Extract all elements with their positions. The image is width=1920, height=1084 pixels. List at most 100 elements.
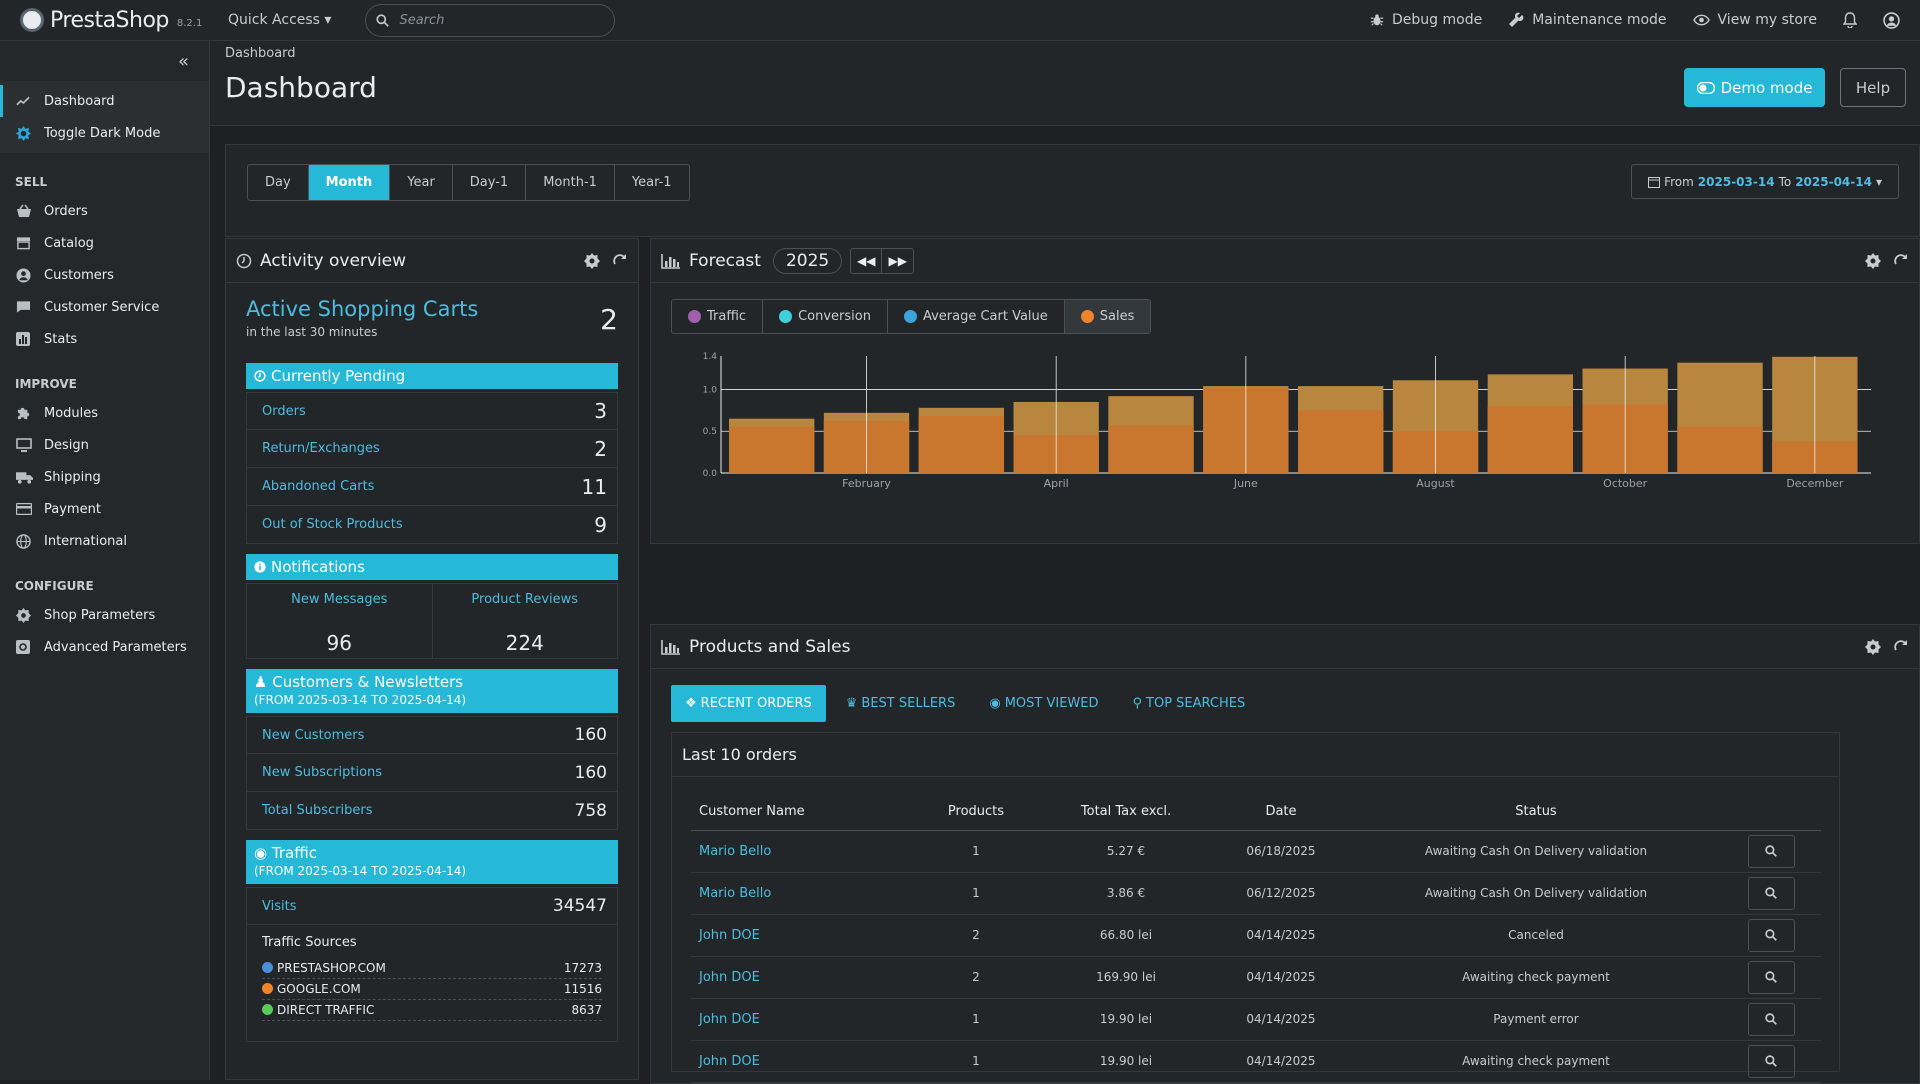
sidebar-item-advanced-parameters[interactable]: Advanced Parameters: [0, 631, 209, 663]
legend-conversion[interactable]: Conversion: [763, 300, 888, 333]
configure-icon[interactable]: [584, 252, 600, 269]
visits-link[interactable]: Visits: [262, 898, 297, 914]
customer-link[interactable]: John DOE: [699, 1053, 760, 1069]
period-month-1-button[interactable]: Month-1: [526, 165, 615, 200]
new-subscriptions-link[interactable]: New Subscriptions: [262, 765, 383, 780]
maintenance-mode-link[interactable]: Maintenance mode: [1508, 12, 1667, 28]
new-customers-link[interactable]: New Customers: [262, 727, 365, 743]
tab-label: MOST VIEWED: [1004, 696, 1099, 711]
product-reviews-value: 224: [505, 631, 544, 655]
collapse-sidebar-button[interactable]: «: [0, 41, 209, 81]
demo-mode-button[interactable]: Demo mode: [1684, 68, 1825, 107]
previous-year-icon[interactable]: ◀◀: [851, 248, 883, 273]
out-of-stock-link[interactable]: Out of Stock Products: [262, 517, 403, 532]
legend-sales[interactable]: Sales: [1064, 300, 1151, 333]
quick-access-dropdown[interactable]: Quick Access ▾: [228, 12, 331, 28]
tab-most-viewed[interactable]: ◉ MOST VIEWED: [975, 685, 1112, 722]
products-cell: 2: [911, 956, 1041, 999]
view-order-button[interactable]: [1747, 1002, 1795, 1036]
tab-recent-orders[interactable]: ❖ RECENT ORDERS: [671, 685, 826, 722]
view-order-button[interactable]: [1747, 918, 1795, 952]
source-label: PRESTASHOP.COM: [277, 961, 386, 975]
sidebar-item-payment[interactable]: Payment: [0, 493, 209, 525]
abandoned-carts-link[interactable]: Abandoned Carts: [262, 479, 375, 494]
user-menu-button[interactable]: [1883, 11, 1900, 29]
source-label: GOOGLE.COM: [277, 982, 361, 996]
configure-icon[interactable]: [1865, 638, 1881, 655]
customer-link[interactable]: Mario Bello: [699, 843, 772, 859]
legend-traffic[interactable]: Traffic: [672, 300, 764, 333]
customer-link[interactable]: John DOE: [699, 1011, 760, 1027]
help-button[interactable]: Help: [1840, 68, 1906, 107]
sidebar-item-dashboard[interactable]: Dashboard: [0, 85, 209, 117]
period-year-button[interactable]: Year: [390, 165, 453, 200]
sidebar-item-customer-service[interactable]: Customer Service: [0, 291, 209, 323]
period-year-1-button[interactable]: Year-1: [631, 175, 672, 190]
customer-link[interactable]: Mario Bello: [699, 885, 772, 901]
notifications-button[interactable]: [1843, 12, 1857, 28]
table-row: John DOE 2 66.80 lei 04/14/2025 Canceled: [691, 914, 1821, 957]
debug-mode-link[interactable]: Debug mode: [1370, 12, 1482, 28]
tab-best-sellers[interactable]: ♛ BEST SELLERS: [832, 685, 970, 722]
sidebar-item-shipping[interactable]: Shipping: [0, 461, 209, 493]
refresh-icon[interactable]: [1893, 253, 1909, 269]
sidebar-item-modules[interactable]: Modules: [0, 397, 209, 429]
top-bar: PrestaShop 8.2.1 Quick Access ▾ Search D…: [0, 0, 1920, 41]
activity-overview-panel: Activity overview Active Shopping Carts …: [225, 238, 639, 1080]
table-row: John DOE 1 19.90 lei 04/14/2025 Payment erro…: [691, 998, 1821, 1041]
products-cell: 1: [911, 998, 1041, 1041]
total-cell: 3.86 €: [1041, 872, 1211, 915]
status-cell: Awaiting check payment: [1351, 1040, 1721, 1083]
sidebar-section-improve: IMPROVE: [15, 377, 77, 391]
sidebar-item-design[interactable]: Design: [0, 429, 209, 461]
refresh-icon[interactable]: [1893, 639, 1909, 655]
customer-link[interactable]: John DOE: [699, 969, 760, 985]
forecast-bar-base: [1677, 427, 1763, 473]
active-carts-link[interactable]: Active Shopping Carts: [246, 297, 479, 321]
legend-average-cart-value[interactable]: Average Cart Value: [888, 300, 1065, 333]
view-order-button[interactable]: [1747, 1044, 1795, 1078]
page-header: Dashboard Dashboard Demo mode Help: [210, 41, 1920, 126]
products-cell: 1: [911, 1040, 1041, 1083]
sidebar-item-catalog[interactable]: Catalog: [0, 227, 209, 259]
refresh-icon[interactable]: [612, 253, 628, 269]
eye-icon: ◉: [989, 696, 1001, 711]
customer-link[interactable]: John DOE: [699, 927, 760, 943]
x-tick-label: April: [1044, 477, 1069, 490]
search-input[interactable]: Search: [365, 3, 616, 37]
period-month-button[interactable]: Month: [308, 165, 391, 200]
caret-down-icon: ▾: [1875, 174, 1882, 189]
eye-icon: [1692, 14, 1710, 26]
sidebar-item-international[interactable]: International: [0, 525, 209, 557]
view-store-link[interactable]: View my store: [1692, 12, 1817, 28]
sidebar-item-stats[interactable]: Stats: [0, 323, 209, 355]
period-day-button[interactable]: Day: [248, 165, 309, 200]
source-dot-icon: [262, 962, 273, 973]
pending-returns-link[interactable]: Return/Exchanges: [262, 441, 380, 456]
sidebar-item-orders[interactable]: Orders: [0, 195, 209, 227]
y-tick-label: 0.0: [703, 469, 718, 479]
configure-icon[interactable]: [1865, 252, 1881, 269]
total-cell: 19.90 lei: [1041, 1040, 1211, 1083]
view-order-button[interactable]: [1747, 960, 1795, 994]
sidebar-item-toggle-dark-mode[interactable]: Toggle Dark Mode: [0, 117, 209, 149]
total-subscribers-link[interactable]: Total Subscribers: [262, 803, 373, 818]
sidebar-item-shop-parameters[interactable]: Shop Parameters: [0, 599, 209, 631]
new-messages-link[interactable]: New Messages: [291, 592, 388, 607]
pending-orders-link[interactable]: Orders: [262, 403, 306, 419]
forecast-panel: Forecast 2025 ◀◀ ▶▶ Traffic Conversion A…: [650, 238, 1920, 544]
date-to-value: 2025-04-14: [1795, 174, 1872, 189]
logo[interactable]: PrestaShop 8.2.1: [0, 0, 210, 41]
source-value: 17273: [563, 961, 602, 975]
date-range-picker[interactable]: From 2025-03-14 To 2025-04-14 ▾: [1631, 164, 1899, 199]
product-reviews-link[interactable]: Product Reviews: [471, 592, 579, 607]
tab-top-searches[interactable]: ⚲ TOP SEARCHES: [1118, 685, 1259, 722]
view-order-button[interactable]: [1747, 834, 1795, 868]
next-year-icon[interactable]: ▶▶: [888, 253, 907, 268]
source-value: 11516: [563, 982, 602, 996]
view-order-button[interactable]: [1747, 876, 1795, 910]
sidebar-item-label: Modules: [44, 405, 99, 421]
sidebar-item-customers[interactable]: Customers: [0, 259, 209, 291]
period-day-1-button[interactable]: Day-1: [453, 165, 527, 200]
breadcrumb[interactable]: Dashboard: [225, 46, 296, 61]
